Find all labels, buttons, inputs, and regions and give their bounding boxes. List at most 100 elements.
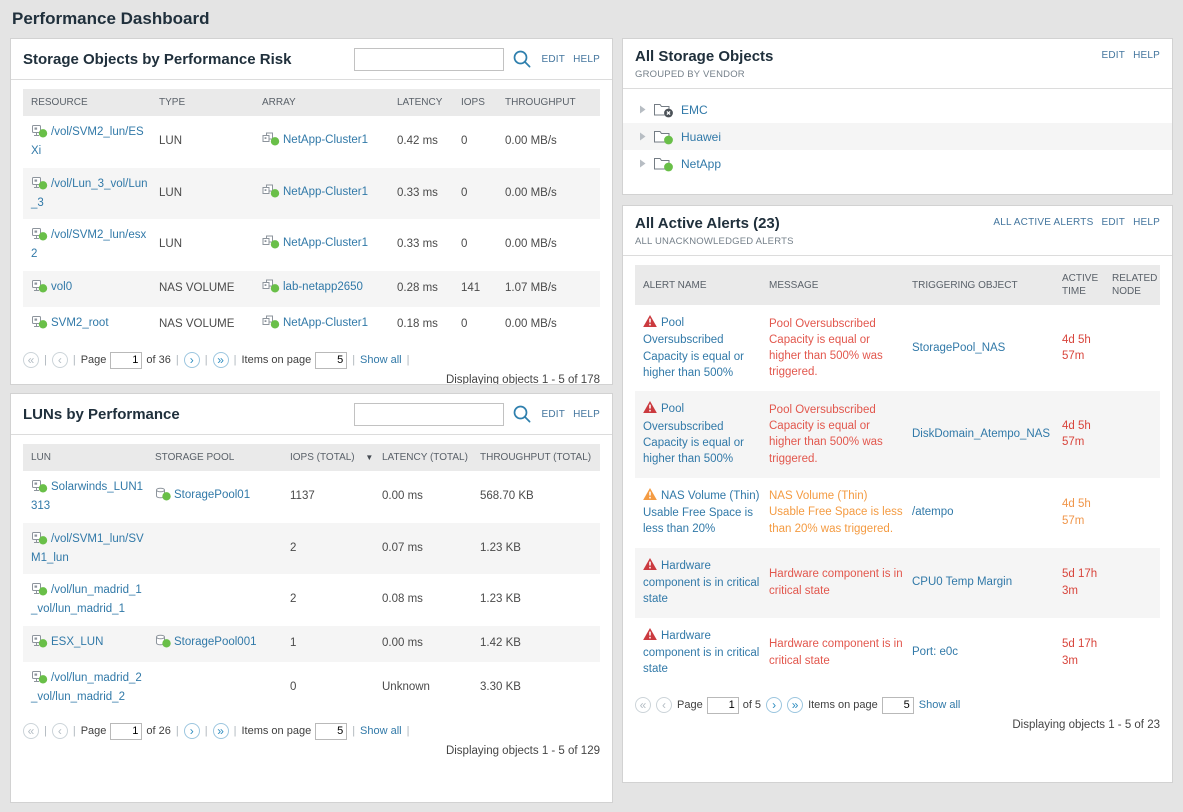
array-link[interactable]: NetApp-Cluster1 xyxy=(283,237,369,250)
help-link[interactable]: HELP xyxy=(1133,50,1160,61)
triggering-object-link[interactable]: DiskDomain_Atempo_NAS xyxy=(912,428,1051,441)
storage-pool-link[interactable]: StoragePool001 xyxy=(174,636,257,649)
column-header[interactable]: RESOURCE xyxy=(31,97,88,108)
column-header[interactable]: ARRAY xyxy=(262,97,296,108)
array-link[interactable]: NetApp-Cluster1 xyxy=(283,185,369,198)
storage-pool-cell: StoragePool001 xyxy=(155,634,290,654)
active-time-cell: 5d 17h 3m xyxy=(1062,566,1112,599)
edit-link[interactable]: EDIT xyxy=(1101,50,1126,61)
items-per-page-input[interactable] xyxy=(315,351,348,369)
lun-link[interactable]: Solarwinds_LUN1313 xyxy=(31,481,144,512)
throughput-cell: 1.23 KB xyxy=(480,541,600,557)
triggering-object-link[interactable]: Port: e0c xyxy=(912,646,959,659)
next-page-button[interactable]: › xyxy=(183,352,200,369)
type-label: LUN xyxy=(159,134,183,147)
search-input[interactable] xyxy=(354,48,505,71)
column-header[interactable]: STORAGE POOL xyxy=(155,452,235,463)
edit-link[interactable]: EDIT xyxy=(541,54,566,65)
alert-name-link[interactable]: Pool Oversubscribed Capacity is equal or… xyxy=(643,403,744,466)
alert-name-link[interactable]: Pool Oversubscribed Capacity is equal or… xyxy=(643,317,744,379)
alert-name-link[interactable]: Hardware component is in critical state xyxy=(643,629,760,676)
resource-link[interactable]: /vol/SVM2_lun/ESXi xyxy=(31,126,144,157)
alert-name-link[interactable]: Hardware component is in critical state xyxy=(643,559,760,606)
separator: | xyxy=(44,354,47,367)
alert-name-link[interactable]: NAS Volume (Thin) Usable Free Space is l… xyxy=(643,489,760,536)
latency-value: 0.00 ms xyxy=(382,637,423,650)
latency-cell: 0.07 ms xyxy=(382,541,480,557)
all-active-alerts-link[interactable]: ALL ACTIVE ALERTS xyxy=(993,217,1094,228)
array-link[interactable]: NetApp-Cluster1 xyxy=(283,317,369,330)
latency-cell: Unknown xyxy=(382,680,480,696)
column-header[interactable]: IOPS xyxy=(461,97,485,108)
resource-link[interactable]: vol0 xyxy=(51,281,73,294)
search-input[interactable] xyxy=(354,403,505,426)
alert-message: NAS Volume (Thin) Usable Free Space is l… xyxy=(769,490,903,535)
vendor-link[interactable]: NetApp xyxy=(681,156,722,171)
triggering-object-link[interactable]: StoragePool_NAS xyxy=(912,341,1006,354)
column-header[interactable]: TYPE xyxy=(159,97,186,108)
lun-link[interactable]: ESX_LUN xyxy=(51,636,104,649)
lun-link[interactable]: /vol/lun_madrid_2_vol/lun_madrid_2 xyxy=(31,672,142,703)
column-header[interactable]: MESSAGE xyxy=(769,279,819,291)
triggering-object-link[interactable]: CPU0 Temp Margin xyxy=(912,576,1013,589)
triggering-object-link[interactable]: /atempo xyxy=(912,506,954,519)
column-header[interactable]: ALERT NAME xyxy=(643,279,707,291)
expand-icon[interactable] xyxy=(639,105,646,114)
column-header[interactable]: ACTIVE TIME xyxy=(1062,273,1099,297)
column-header[interactable]: THROUGHPUT (TOTAL) xyxy=(480,452,592,463)
resource-link[interactable]: /vol/SVM2_lun/esx2 xyxy=(31,229,147,261)
first-page-button[interactable]: « xyxy=(635,697,651,714)
first-page-button[interactable]: « xyxy=(23,723,39,740)
vendor-link[interactable]: Huawei xyxy=(681,129,722,144)
folder-up-status-icon xyxy=(653,129,674,145)
search-icon[interactable] xyxy=(512,49,533,70)
storage-pool-link[interactable]: StoragePool01 xyxy=(174,488,251,501)
show-all-link[interactable]: Show all xyxy=(360,725,402,738)
active-time-cell: 5d 17h 3m xyxy=(1062,636,1112,669)
help-link[interactable]: HELP xyxy=(573,54,600,65)
array-link[interactable]: lab-netapp2650 xyxy=(283,281,363,294)
expand-icon[interactable] xyxy=(639,159,646,168)
edit-link[interactable]: EDIT xyxy=(1101,217,1126,228)
page-input[interactable] xyxy=(110,722,143,740)
active-time-cell: 4d 5h 57m xyxy=(1062,418,1112,451)
prev-page-button[interactable]: ‹ xyxy=(51,723,68,740)
lun-link[interactable]: /vol/lun_madrid_1_vol/lun_madrid_1 xyxy=(31,584,142,616)
expand-icon[interactable] xyxy=(639,132,646,141)
last-page-button[interactable]: » xyxy=(787,697,804,714)
page-input[interactable] xyxy=(110,351,143,369)
first-page-button[interactable]: « xyxy=(23,352,39,369)
vendor-link[interactable]: EMC xyxy=(681,102,708,117)
last-page-button[interactable]: » xyxy=(212,723,229,740)
next-page-button[interactable]: › xyxy=(766,697,783,714)
column-header[interactable]: LATENCY (TOTAL) xyxy=(382,452,468,463)
edit-link[interactable]: EDIT xyxy=(541,409,566,420)
message-cell: Pool Oversubscribed Capacity is equal or… xyxy=(769,402,912,467)
help-link[interactable]: HELP xyxy=(1133,217,1160,228)
search-icon[interactable] xyxy=(512,404,533,425)
show-all-link[interactable]: Show all xyxy=(918,699,961,712)
column-header-sorted[interactable]: IOPS (TOTAL) ▼ xyxy=(290,452,374,463)
show-all-link[interactable]: Show all xyxy=(360,354,402,367)
page-selector: Page of 5 xyxy=(677,696,761,714)
prev-page-button[interactable]: ‹ xyxy=(51,352,68,369)
prev-page-button[interactable]: ‹ xyxy=(656,697,672,714)
separator: | xyxy=(72,354,76,367)
storage-objects-by-performance-risk-panel: Storage Objects by Performance Risk EDIT… xyxy=(10,38,613,385)
column-header[interactable]: THROUGHPUT xyxy=(505,97,576,108)
column-header[interactable]: TRIGGERING OBJECT xyxy=(912,279,1018,291)
last-page-button[interactable]: » xyxy=(212,352,229,369)
help-link[interactable]: HELP xyxy=(573,409,600,420)
items-per-page-input[interactable] xyxy=(881,696,914,714)
latency-value: 0.00 ms xyxy=(382,489,423,502)
column-header[interactable]: RELATED NODE xyxy=(1112,273,1158,297)
page-input[interactable] xyxy=(706,696,739,714)
array-link[interactable]: NetApp-Cluster1 xyxy=(283,133,369,146)
column-header[interactable]: LUN xyxy=(31,452,52,463)
items-per-page-input[interactable] xyxy=(315,722,348,740)
column-header[interactable]: LATENCY xyxy=(397,97,443,108)
resource-link[interactable]: /vol/Lun_3_vol/Lun_3 xyxy=(31,177,148,209)
next-page-button[interactable]: › xyxy=(183,723,200,740)
resource-link[interactable]: SVM2_root xyxy=(51,317,109,330)
lun-link[interactable]: /vol/SVM1_lun/SVM1_lun xyxy=(31,532,144,564)
